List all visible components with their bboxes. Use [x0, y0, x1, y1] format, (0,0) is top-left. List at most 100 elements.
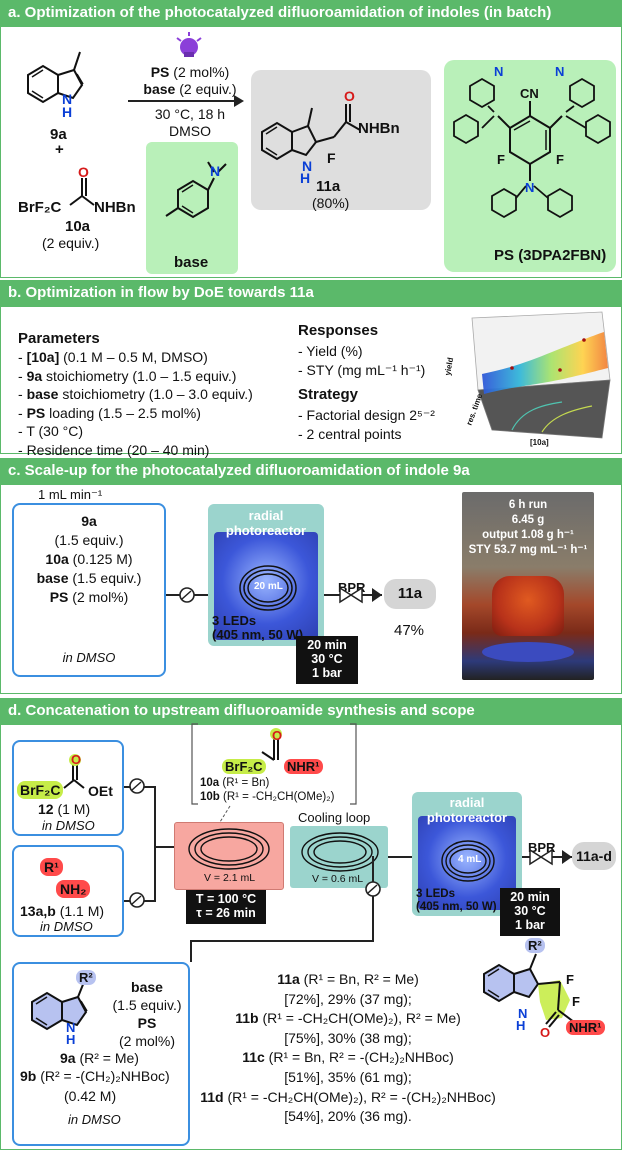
cond-c-temp: 30 °C — [311, 652, 343, 666]
list-prefix: - — [18, 386, 27, 402]
lamp-icon — [176, 32, 202, 57]
responses-title: Responses — [298, 322, 379, 339]
indole-r2-structure — [31, 981, 88, 1031]
reactor-title-d: radial photoreactor — [426, 795, 508, 825]
ps-cn: CN — [520, 86, 539, 101]
list-item-text: (R¹ = Bn, R² = Me) — [299, 971, 419, 987]
params-title: Parameters — [18, 330, 100, 347]
reactor-title-c: radial photoreactor — [225, 508, 307, 538]
list-item-text: (1.5 equiv.) — [54, 532, 124, 548]
heat-cond-tau: τ = 26 min — [196, 906, 256, 920]
list-prefix: - — [18, 367, 27, 384]
ester-feed-box — [12, 740, 124, 836]
pump-icon-indole — [365, 881, 381, 897]
intermediate-bracket — [191, 723, 357, 823]
indole-feed-line — [372, 856, 374, 942]
ps-f-right: F — [556, 152, 564, 167]
indole-base-amt: (1.5 equiv.) — [112, 997, 182, 1013]
list-prefix: - — [18, 441, 27, 458]
list-item: - base stoichiometry (1.0 – 3.0 equiv.) — [18, 385, 253, 404]
list-item-text: [75%], 30% (38 mg); — [284, 1029, 412, 1046]
list-item: - T (30 °C) — [18, 422, 253, 441]
photo-line: output 1.08 g h⁻¹ — [482, 529, 574, 541]
coil-icon-heat — [188, 828, 270, 870]
list-item: 9a — [12, 512, 166, 531]
list-item-text: stoichiometry (1.0 – 3.0 equiv.) — [58, 386, 253, 402]
prod-f-1: F — [566, 972, 574, 987]
indole-base: base — [131, 979, 163, 995]
list-item: 10a (0.125 M) — [12, 550, 166, 569]
leds-d: 3 LEDs — [416, 888, 455, 900]
cond-ps: PS — [150, 64, 170, 80]
scope-list: 11a (R¹ = Bn, R² = Me) [72%], 29% (37 mg)… — [198, 970, 498, 1127]
indole-conc: (0.42 M) — [64, 1088, 117, 1104]
list-item: 11b (R¹ = -CH₂CH(OMe)₂), R² = Me) — [198, 1009, 498, 1029]
reactor-glow-d — [418, 816, 516, 910]
ester-carbonyl — [63, 754, 85, 789]
indole-r2: R² — [76, 970, 96, 985]
list-item: 11c (R¹ = Bn, R² = -(CH₂)₂NHBoc) — [198, 1048, 498, 1068]
list-item-text: [54%], 20% (36 mg). — [284, 1108, 412, 1125]
list-prefix: - — [18, 404, 27, 421]
list-item: base (1.5 equiv.) — [12, 569, 166, 588]
cond-d-pressure: 1 bar — [515, 918, 545, 932]
response-item: - STY (mg mL⁻¹ h⁻¹) — [298, 362, 426, 378]
list-item-text: loading (1.5 – 2.5 mol%) — [45, 404, 201, 421]
list-item: - Residence time (20 – 40 min) — [18, 441, 253, 460]
list-item: (1.5 equiv.) — [12, 531, 166, 550]
conditions-box-c: 20 min 30 °C 1 bar — [296, 636, 358, 684]
arrow-head-d — [562, 850, 572, 864]
mixing-line — [154, 786, 156, 902]
carbonyl-bond — [69, 178, 95, 206]
list-item-text: T (30 °C) — [26, 423, 83, 439]
responses-list: - Yield (%) - STY (mg mL⁻¹ h⁻¹) — [298, 342, 425, 380]
indole-feed-box — [12, 962, 190, 1146]
ps-3dpa2fbn-structure — [453, 77, 611, 219]
photo-line: 6 h run — [508, 499, 548, 511]
cond-ps-amt: (2 mol%) — [173, 64, 230, 80]
prod-f-2: F — [572, 994, 580, 1009]
bracket-labels: 10a (R¹ = Bn) 10b (R¹ = -CH₂CH(OMe)₂) — [200, 776, 334, 804]
list-item: [51%], 35% (61 mg); — [198, 1068, 498, 1088]
list-item: [72%], 29% (37 mg); — [198, 990, 498, 1010]
yield-c: 47% — [394, 622, 425, 639]
feed-box — [12, 503, 166, 677]
list-item-text: (R¹ = -CH₂CH(OMe)₂), R² = Me) — [258, 1010, 461, 1027]
plus-sign: + — [55, 141, 64, 158]
ester-solvent: in DMSO — [42, 818, 95, 833]
list-item-bold: 11b — [235, 1010, 259, 1027]
cooling-label: Cooling loop — [298, 810, 371, 825]
list-item: - [10a] (0.1 M – 0.5 M, DMSO) — [18, 348, 253, 367]
list-item-bold: [10a] — [26, 349, 60, 365]
list-item-text: (0.125 M) — [68, 551, 133, 567]
cond-solvent: DMSO — [169, 123, 211, 139]
base-structure — [165, 161, 227, 219]
cond-c-pressure: 1 bar — [312, 666, 342, 680]
flow-rate: 1 mL min⁻¹ — [38, 487, 103, 502]
conditions-box-d: 20 min 30 °C 1 bar — [500, 888, 560, 936]
photo-line: STY 53.7 mg mL⁻¹ h⁻¹ — [468, 544, 588, 556]
amine-r: R¹ — [40, 858, 63, 876]
list-item-text: (2 mol%) — [68, 589, 129, 605]
list-item-bold: 10a — [45, 551, 69, 567]
ester-lhs: BrF₂C — [17, 781, 64, 799]
bracket-lhs: BrF₂C — [222, 759, 266, 774]
cond-d-time: 20 min — [510, 890, 550, 904]
list-item-bold: 11a — [277, 971, 300, 987]
list-prefix: - — [18, 423, 27, 439]
feed-solvent: in DMSO — [62, 650, 116, 665]
list-item-text: Residence time (20 – 40 min) — [26, 441, 210, 458]
list-item-text: [72%], 29% (37 mg); — [284, 990, 412, 1007]
cond-c-time: 20 min — [307, 638, 347, 652]
amine-conc: (1.1 M) — [55, 903, 105, 919]
ester-label: 12 — [38, 801, 54, 817]
bpr-label-d: BPR — [528, 840, 556, 855]
indole-9a-r: (R² = Me) — [75, 1050, 139, 1066]
indole-9a-structure — [27, 51, 84, 104]
indole-ps: PS — [137, 1015, 157, 1031]
indole-9a-b: 9a — [60, 1050, 76, 1066]
cond-temp: 30 °C, 18 h — [154, 106, 226, 122]
reactor-glow-c — [214, 532, 318, 640]
list-item-bold: 9a — [26, 367, 43, 384]
pump-icon-amine — [129, 892, 145, 908]
